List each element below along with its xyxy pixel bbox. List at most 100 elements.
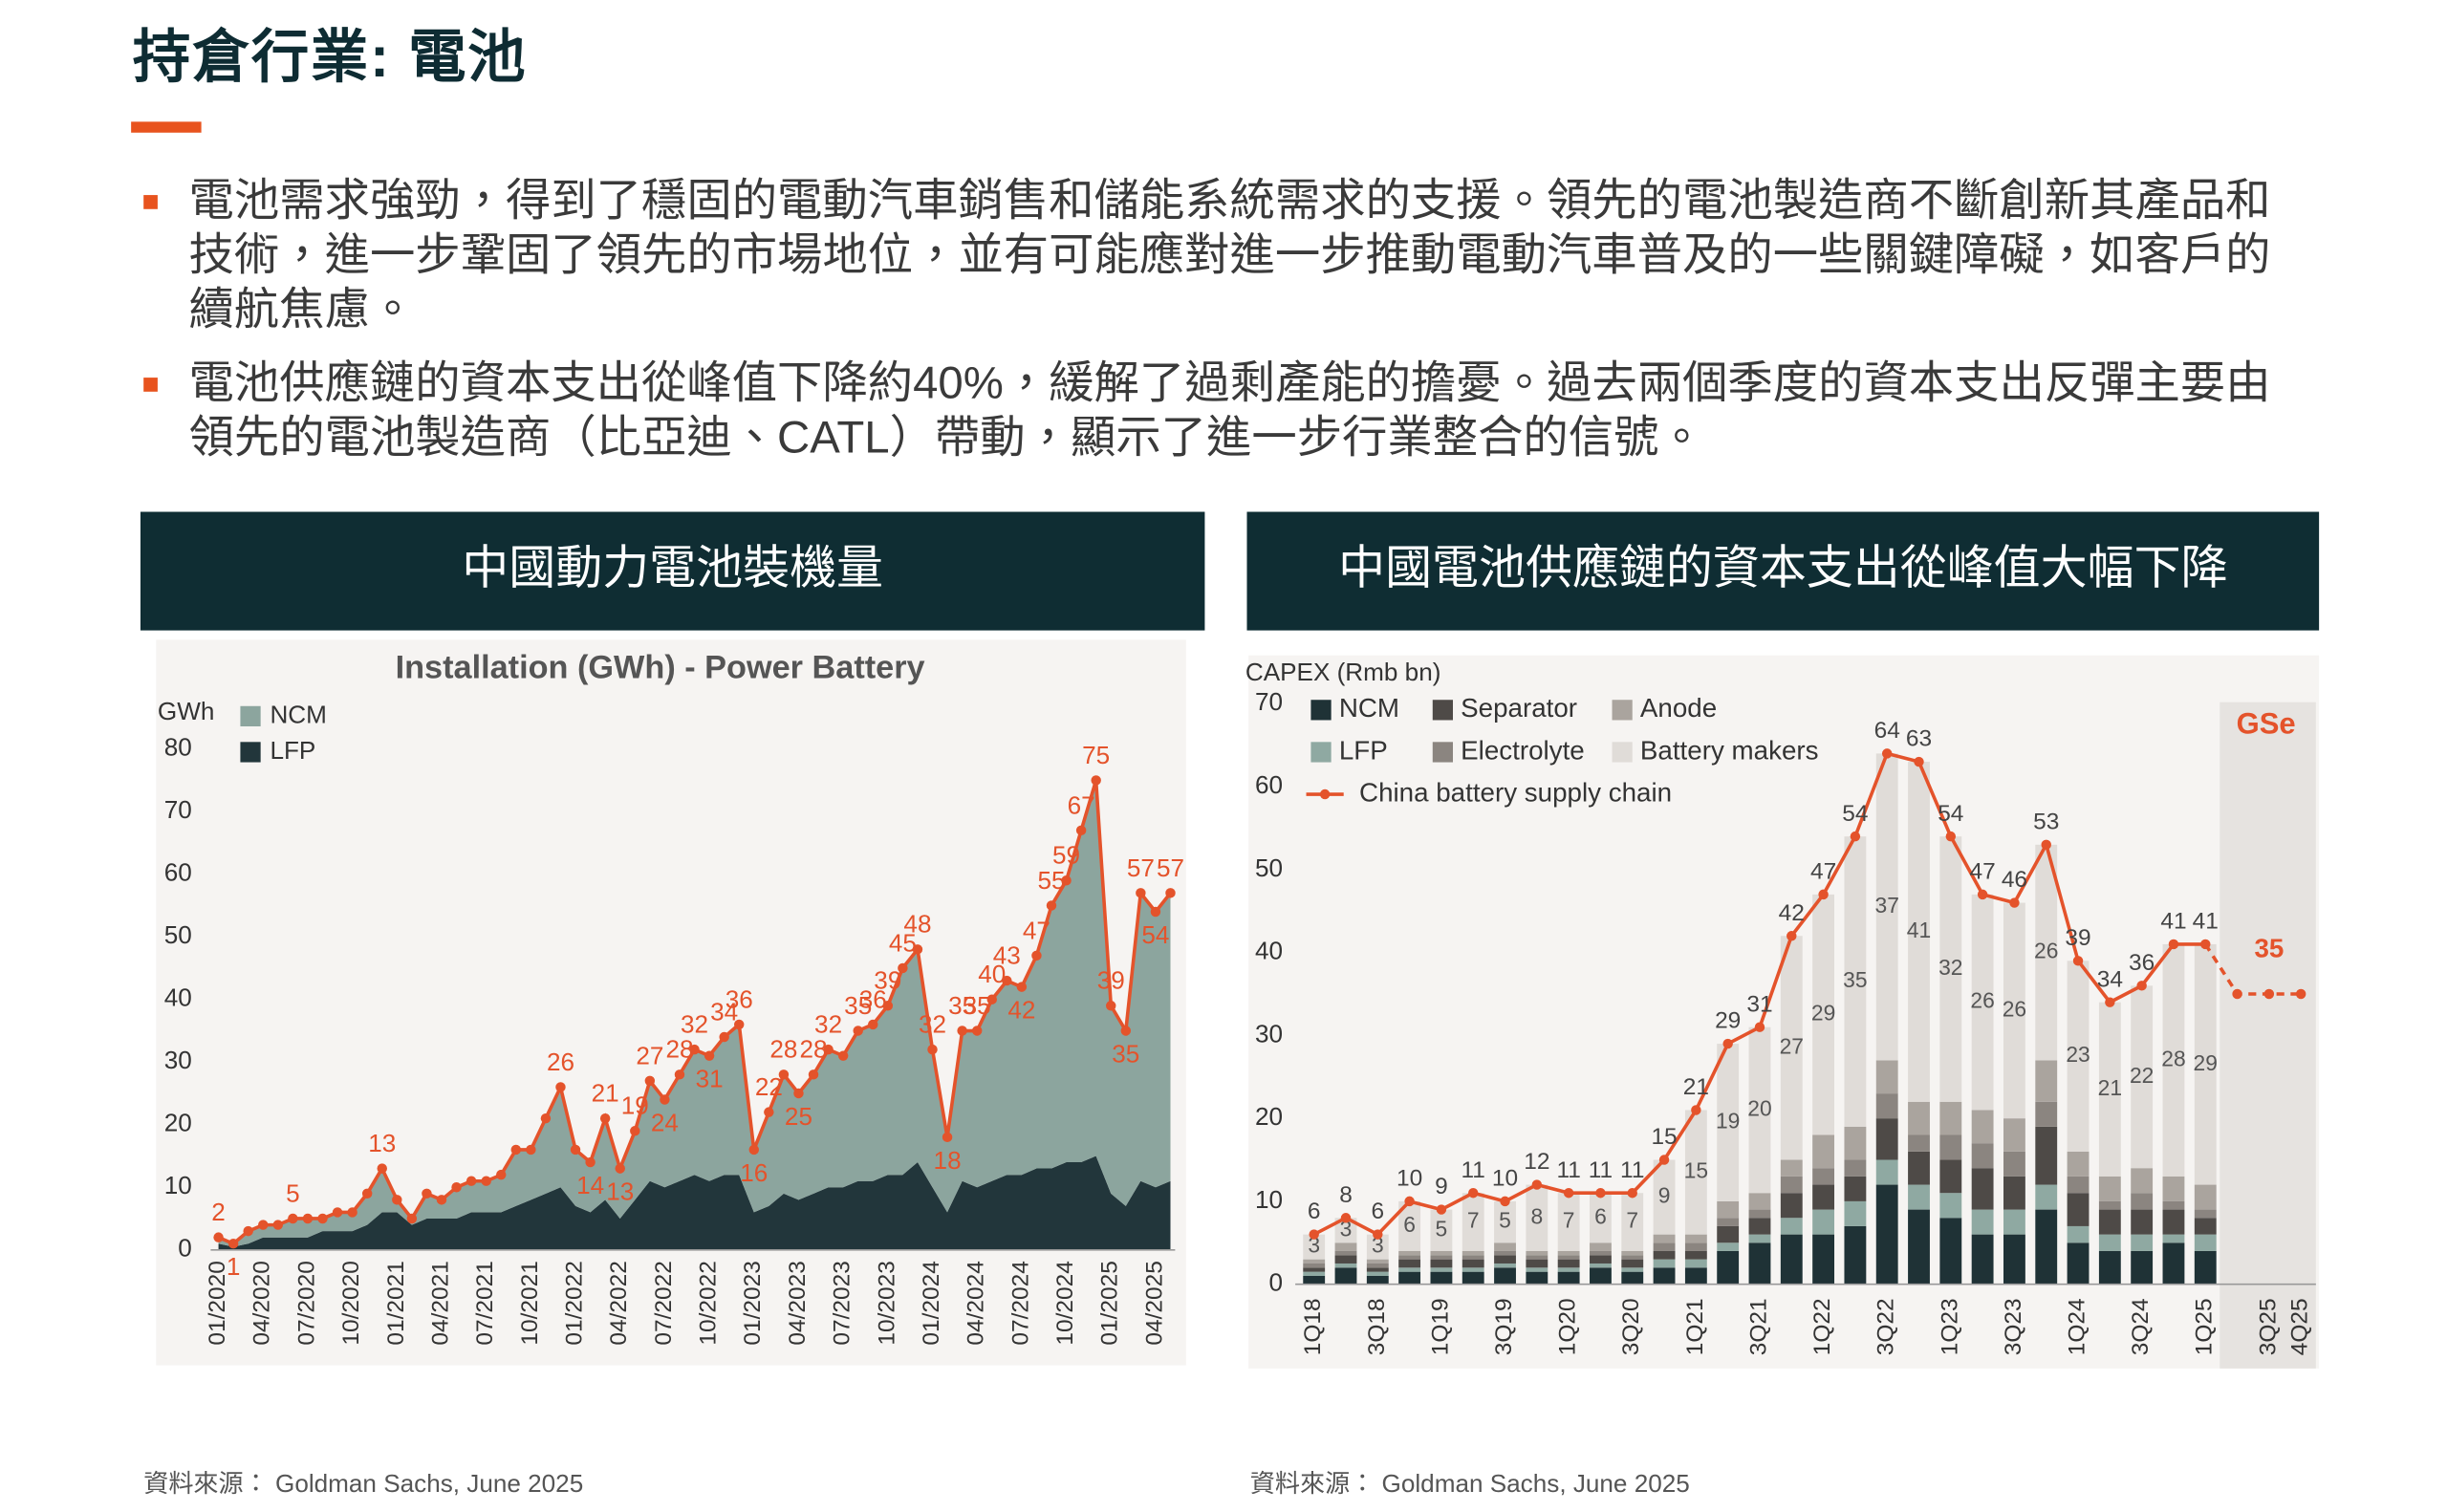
bar-segment bbox=[1780, 1159, 1803, 1177]
bar-segment bbox=[2131, 1209, 2154, 1235]
x-tick-label: 04/2021 bbox=[427, 1261, 453, 1345]
bar-segment bbox=[2194, 1184, 2217, 1210]
bar-segment bbox=[1494, 1267, 1516, 1285]
bar-segment bbox=[1748, 1026, 1771, 1194]
legend-label: Separator bbox=[1461, 693, 1577, 723]
x-tick-label: 07/2022 bbox=[651, 1261, 677, 1345]
total-point bbox=[1136, 888, 1146, 898]
data-label: 53 bbox=[2033, 809, 2059, 834]
forecast-label: GSe bbox=[2237, 706, 2296, 740]
total-point bbox=[853, 1026, 863, 1036]
total-point bbox=[912, 944, 923, 955]
y-tick-label: 70 bbox=[1255, 687, 1283, 716]
data-label: 45 bbox=[889, 928, 917, 957]
bar-segment bbox=[1557, 1193, 1580, 1251]
data-label: 21 bbox=[1683, 1074, 1709, 1100]
bar-segment bbox=[1653, 1259, 1676, 1268]
total-point bbox=[986, 994, 997, 1004]
bar-segment bbox=[1780, 1234, 1803, 1285]
bar-segment bbox=[2003, 902, 2025, 1119]
bar-segment bbox=[1971, 1110, 1994, 1144]
bar-segment bbox=[1398, 1200, 1421, 1251]
x-tick-label: 3Q21 bbox=[1745, 1298, 1771, 1355]
total-point bbox=[660, 1094, 670, 1105]
bar-segment bbox=[2131, 1234, 2154, 1251]
segment-label: 20 bbox=[1747, 1096, 1771, 1121]
bar-segment bbox=[2067, 1242, 2090, 1285]
data-label: 29 bbox=[1715, 1008, 1741, 1034]
forecast-shade bbox=[2220, 702, 2316, 1369]
bar-segment bbox=[1590, 1263, 1612, 1268]
data-label: 18 bbox=[934, 1146, 962, 1175]
data-label: 8 bbox=[1339, 1182, 1353, 1208]
bar-segment bbox=[1462, 1250, 1484, 1256]
total-point bbox=[406, 1213, 418, 1224]
bar-segment bbox=[2162, 1209, 2185, 1235]
data-label: 54 bbox=[1141, 920, 1169, 949]
bar-segment bbox=[1303, 1259, 1326, 1264]
data-label: 21 bbox=[592, 1079, 619, 1108]
line-point bbox=[2295, 988, 2306, 1000]
total-point bbox=[555, 1082, 566, 1092]
total-point bbox=[317, 1213, 328, 1224]
bar-segment bbox=[2162, 1176, 2185, 1201]
bar-segment bbox=[1494, 1200, 1516, 1243]
bar-segment bbox=[2003, 1118, 2025, 1152]
legend-swatch bbox=[1612, 700, 1633, 721]
bar-segment bbox=[1303, 1267, 1326, 1272]
data-label: 32 bbox=[919, 1010, 946, 1039]
total-point bbox=[599, 1112, 611, 1124]
area bbox=[218, 1156, 1171, 1250]
bar-segment bbox=[1334, 1242, 1357, 1251]
bar-segment bbox=[1462, 1271, 1484, 1285]
bar-segment bbox=[1398, 1259, 1421, 1268]
bar-segment bbox=[1717, 1200, 1740, 1219]
total-point bbox=[957, 1026, 967, 1036]
total-point bbox=[570, 1144, 581, 1156]
data-label: 47 bbox=[1023, 916, 1050, 944]
total-point bbox=[689, 1044, 700, 1055]
line-point bbox=[1722, 1038, 1733, 1049]
bar-segment bbox=[1462, 1193, 1484, 1251]
bar-segment bbox=[1875, 753, 1898, 1061]
data-label: 11 bbox=[1556, 1157, 1580, 1183]
data-label: 24 bbox=[651, 1109, 679, 1137]
total-point bbox=[1075, 825, 1087, 836]
data-label: 42 bbox=[1007, 996, 1035, 1025]
bar-segment bbox=[1430, 1271, 1453, 1285]
bar-segment bbox=[1557, 1259, 1580, 1268]
data-label: 47 bbox=[1970, 858, 1996, 884]
data-label: 54 bbox=[1938, 801, 1963, 827]
bar-segment bbox=[2194, 1250, 2217, 1285]
bar-segment bbox=[1653, 1234, 1676, 1243]
x-tick-label: 07/2020 bbox=[293, 1261, 319, 1345]
data-label: 36 bbox=[859, 984, 887, 1013]
bar-segment bbox=[2035, 1126, 2058, 1185]
total-point bbox=[272, 1220, 284, 1230]
total-point bbox=[243, 1225, 253, 1237]
total-point bbox=[898, 962, 908, 974]
segment-label: 27 bbox=[1780, 1033, 1804, 1058]
bar-segment bbox=[1939, 1218, 1962, 1285]
bar-segment bbox=[2131, 1193, 2154, 1210]
bar-segment bbox=[1590, 1267, 1612, 1285]
segment-label: 7 bbox=[1626, 1208, 1638, 1233]
total-point bbox=[942, 1132, 953, 1143]
y-tick-label: 70 bbox=[164, 795, 192, 824]
y-tick-label: 30 bbox=[1255, 1019, 1283, 1048]
bar-segment bbox=[1398, 1271, 1421, 1285]
total-point bbox=[644, 1075, 656, 1087]
total-point bbox=[630, 1126, 640, 1136]
data-label: 35 bbox=[2254, 934, 2284, 963]
segment-label: 3 bbox=[1372, 1233, 1384, 1258]
slide-title: 持倉行業: 電池 bbox=[132, 25, 528, 90]
bar-segment bbox=[1590, 1193, 1612, 1243]
bar-segment bbox=[1462, 1259, 1484, 1268]
line-point bbox=[1309, 1229, 1319, 1240]
y-tick-label: 50 bbox=[164, 920, 192, 949]
bar-segment bbox=[1939, 1193, 1962, 1219]
bar-segment bbox=[2194, 1218, 2217, 1235]
total-point bbox=[837, 1050, 849, 1061]
line-point bbox=[1500, 1196, 1510, 1207]
data-label: 5 bbox=[286, 1178, 300, 1207]
